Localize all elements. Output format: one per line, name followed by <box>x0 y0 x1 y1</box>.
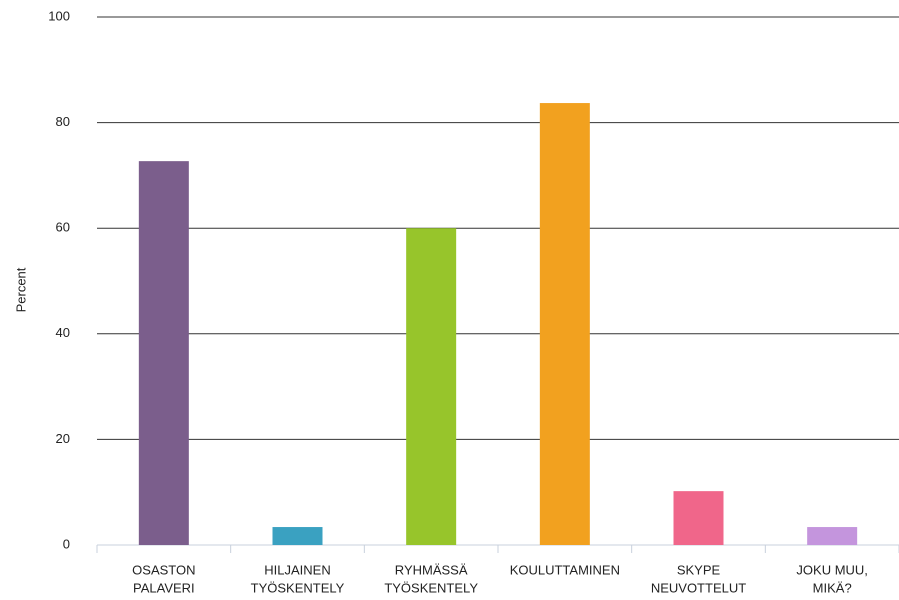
x-tick-label: MIKÄ? <box>813 580 852 595</box>
x-tick-label: SKYPE <box>677 562 721 577</box>
bar <box>539 103 590 546</box>
bar <box>807 527 858 545</box>
bar <box>138 161 189 546</box>
y-axis-label: Percent <box>13 267 28 312</box>
x-tick-label: OSASTON <box>132 562 195 577</box>
x-tick-label: TYÖSKENTELY <box>384 580 478 595</box>
y-tick-label: 40 <box>56 325 70 340</box>
y-tick-label: 100 <box>48 8 70 23</box>
x-tick-label: PALAVERI <box>133 580 195 595</box>
y-tick-label: 80 <box>56 114 70 129</box>
x-tick-label: JOKU MUU, <box>796 562 868 577</box>
x-tick-label: TYÖSKENTELY <box>251 580 345 595</box>
y-tick-label: 20 <box>56 431 70 446</box>
bar <box>673 491 724 545</box>
x-tick-label: KOULUTTAMINEN <box>510 562 620 577</box>
bar <box>406 228 457 545</box>
x-tick-label: NEUVOTTELUT <box>651 580 746 595</box>
bar <box>272 527 323 545</box>
y-tick-label: 60 <box>56 220 70 235</box>
x-tick-label: RYHMÄSSÄ <box>395 562 468 577</box>
y-tick-label: 0 <box>63 536 70 551</box>
x-tick-label: HILJAINEN <box>264 562 330 577</box>
